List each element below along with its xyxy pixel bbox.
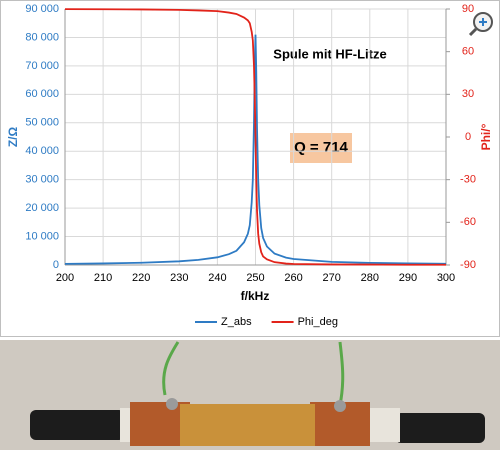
x-tick-label: 260 (284, 272, 302, 284)
zoom-handle[interactable] (468, 27, 478, 37)
x-tick-label: 270 (323, 272, 341, 284)
y2-axis-label: Phi/° (479, 123, 493, 150)
wire (338, 341, 345, 406)
solder (334, 400, 346, 412)
y-tick-label: 20 000 (25, 202, 59, 214)
photo (0, 340, 500, 450)
x-tick-label: 230 (170, 272, 188, 284)
legend: Z_abs Phi_deg (195, 316, 338, 328)
y2-tick-label: -90 (460, 259, 476, 271)
y-tick-label: 30 000 (25, 174, 59, 186)
y-tick-label: 10 000 (25, 230, 59, 242)
y-axis-label: Z/Ω (6, 126, 20, 147)
legend-label: Z_abs (221, 316, 252, 328)
y2-tick-label: 30 (462, 88, 474, 100)
coil (180, 404, 315, 446)
y-tick-label: 40 000 (25, 145, 59, 157)
annotation: Q = 714 (294, 139, 348, 156)
y2-tick-label: -30 (460, 174, 476, 186)
solder (166, 398, 178, 410)
x-tick-label: 300 (437, 272, 455, 284)
x-tick-label: 200 (56, 272, 74, 284)
y-tick-label: 60 000 (25, 88, 59, 100)
annotation-box (290, 133, 352, 163)
y2-tick-label: 0 (465, 131, 471, 143)
x-axis-label: f/kHz (241, 289, 270, 303)
series-line (64, 8, 446, 266)
x-tick-label: 280 (361, 272, 379, 284)
zoom-plus[interactable] (479, 18, 487, 26)
legend-label: Phi_deg (298, 316, 338, 328)
x-tick-label: 220 (132, 272, 150, 284)
y-tick-label: 70 000 (25, 60, 59, 72)
x-tick-label: 250 (246, 272, 264, 284)
y2-tick-label: -60 (460, 216, 476, 228)
x-tick-label: 210 (94, 272, 112, 284)
x-tick-label: 240 (208, 272, 226, 284)
x-tick-label: 290 (399, 272, 417, 284)
y-tick-label: 90 000 (25, 3, 59, 15)
series-line (64, 34, 447, 265)
y-tick-label: 0 (53, 259, 59, 271)
y-tick-label: 50 000 (25, 117, 59, 129)
plot-area: 0 10 000 20 000 30 000 40 000 50 000 60 000 70 … (25, 3, 476, 284)
zoom-icon[interactable] (468, 12, 493, 37)
y-tick-label: 80 000 (25, 31, 59, 43)
y2-tick-label: 60 (462, 46, 474, 58)
tube (395, 413, 485, 443)
tube (30, 410, 125, 440)
chart-title: Spule mit HF-Litze (273, 46, 386, 61)
y2-tick-label: 90 (462, 3, 474, 15)
wire (162, 341, 180, 396)
